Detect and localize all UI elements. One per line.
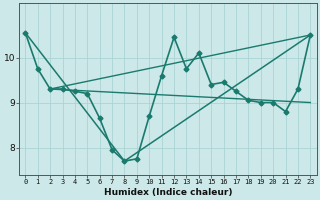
X-axis label: Humidex (Indice chaleur): Humidex (Indice chaleur) — [104, 188, 232, 197]
